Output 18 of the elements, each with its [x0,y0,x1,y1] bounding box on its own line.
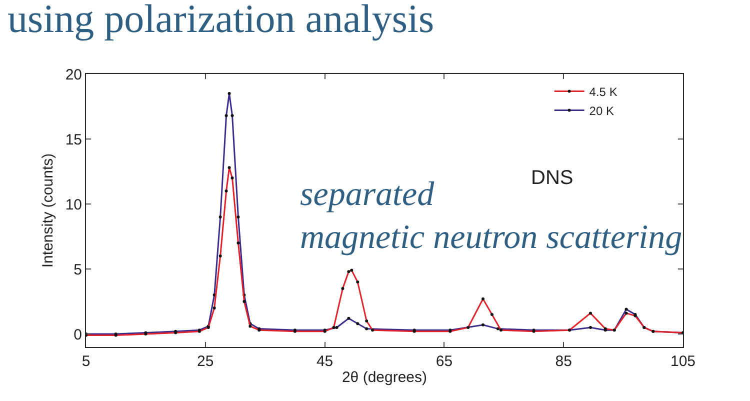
x-tick-label: 65 [436,353,453,370]
legend-label: 4.5 K [589,84,618,99]
y-tick-label: 10 [65,196,82,214]
y-tick-label: 5 [74,261,82,278]
x-tick-label: 25 [197,353,214,370]
chart-title: using polarization analysis [8,0,434,42]
x-tick-label: 105 [670,353,696,370]
annotation: magnetic neutron scattering [300,219,682,256]
y-axis-title: Intensity (counts) [40,153,57,268]
x-tick-label: 45 [316,353,334,370]
annotation: DNS [531,167,574,189]
y-tick-label: 15 [65,131,82,148]
x-axis-title: 2θ (degrees) [342,369,428,386]
y-tick-label: 20 [65,66,82,84]
annotation: separated [300,176,436,213]
legend-label: 20 K [589,104,614,118]
x-tick-label: 85 [555,353,572,370]
y-tick-label: 0 [74,326,82,344]
